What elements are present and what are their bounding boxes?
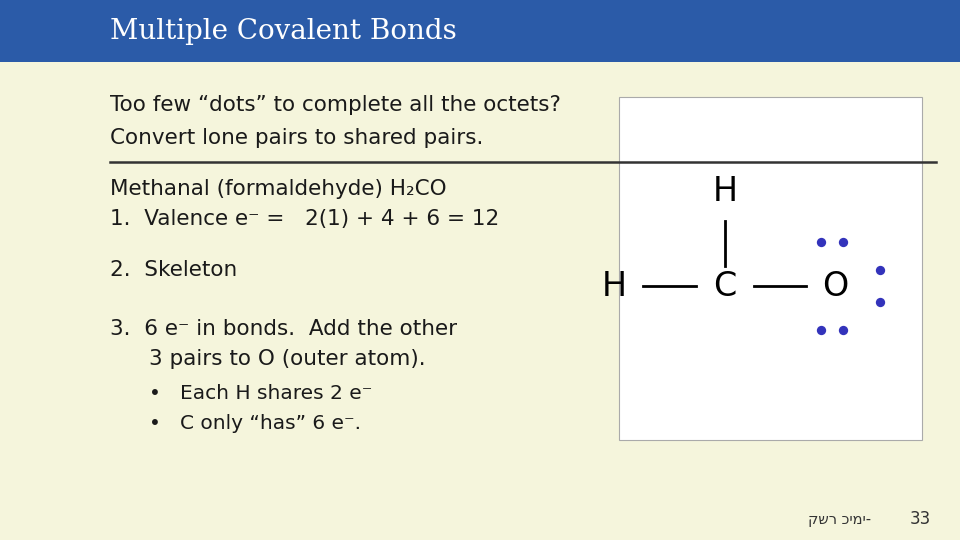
Text: H: H — [712, 175, 737, 208]
Text: O: O — [822, 269, 849, 303]
Text: 1.  Valence e⁻ =   2(1) + 4 + 6 = 12: 1. Valence e⁻ = 2(1) + 4 + 6 = 12 — [110, 208, 499, 229]
Text: 33: 33 — [910, 510, 931, 529]
Text: •   Each H shares 2 e⁻: • Each H shares 2 e⁻ — [149, 383, 372, 403]
Text: Convert lone pairs to shared pairs.: Convert lone pairs to shared pairs. — [110, 127, 484, 148]
Point — [813, 238, 828, 246]
Text: Multiple Covalent Bonds: Multiple Covalent Bonds — [110, 17, 457, 45]
Text: קשר כימי-: קשר כימי- — [808, 512, 872, 527]
Point — [813, 326, 828, 335]
Text: Too few “dots” to complete all the octets?: Too few “dots” to complete all the octet… — [110, 95, 562, 116]
Point — [873, 298, 888, 307]
Text: C: C — [713, 269, 736, 303]
Text: 3.  6 e⁻ in bonds.  Add the other: 3. 6 e⁻ in bonds. Add the other — [110, 319, 458, 340]
FancyBboxPatch shape — [619, 97, 922, 440]
Text: 2.  Skeleton: 2. Skeleton — [110, 260, 238, 280]
Text: Methanal (formaldehyde) H₂CO: Methanal (formaldehyde) H₂CO — [110, 179, 447, 199]
Text: H: H — [602, 269, 627, 303]
Point — [835, 326, 851, 335]
Text: 3 pairs to O (outer atom).: 3 pairs to O (outer atom). — [149, 349, 425, 369]
Point — [873, 266, 888, 274]
FancyBboxPatch shape — [0, 0, 960, 62]
Point — [835, 238, 851, 246]
Text: •   C only “has” 6 e⁻.: • C only “has” 6 e⁻. — [149, 414, 361, 434]
